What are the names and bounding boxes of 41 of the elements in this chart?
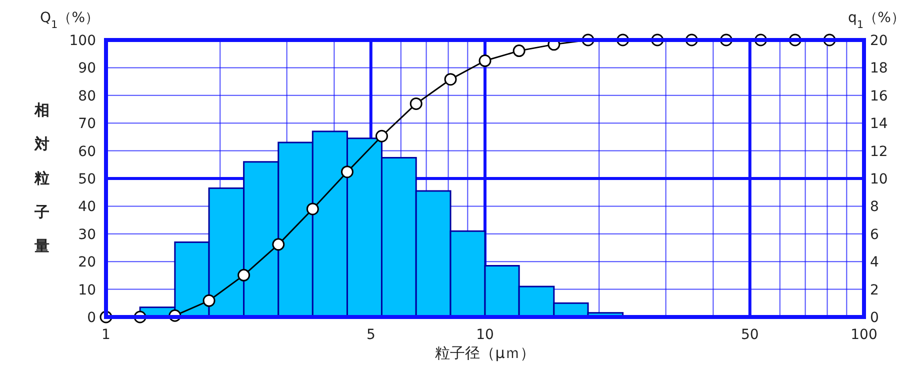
y2-tick-label: 8 — [870, 199, 879, 216]
y2-tick-label: 6 — [870, 226, 879, 243]
y-tick-label: 100 — [69, 33, 96, 49]
x-tick-label: 10 — [476, 327, 494, 343]
y2-tick-label: 18 — [870, 60, 888, 77]
x-tick-label: 1 — [102, 327, 110, 343]
y2-tick-label: 20 — [870, 33, 888, 49]
y-tick-label: 50 — [78, 172, 96, 188]
point — [306, 202, 319, 216]
x-tick-label: 50 — [740, 327, 759, 343]
y-tick-label: 60 — [78, 144, 96, 160]
y2-tick-label: 0 — [870, 310, 879, 326]
point — [340, 166, 354, 178]
y-tick-label: 70 — [78, 116, 96, 132]
point — [238, 268, 250, 282]
point — [272, 238, 285, 251]
x-tick-label: 5 — [366, 327, 376, 343]
point — [478, 54, 492, 68]
ylabel: 相対粒子量 — [34, 101, 50, 255]
x-tick-label: 100 — [850, 327, 878, 343]
point — [375, 130, 388, 142]
text: Q$_{1}$（%） — [40, 10, 100, 31]
point — [444, 73, 457, 86]
x-axis-title: 粒子径（μｍ） — [435, 344, 535, 362]
y2-tick-label: 12 — [870, 144, 888, 160]
y2-tick-label: 2 — [870, 282, 879, 298]
y-tick-label: 0 — [87, 310, 96, 326]
y-tick-label: 40 — [78, 199, 96, 216]
point — [410, 97, 422, 110]
y2-tick-label: 10 — [870, 172, 888, 188]
y2-axis-title: q$_{1}$（%） — [848, 10, 898, 31]
point — [202, 294, 216, 307]
y-tick-label: 90 — [78, 60, 96, 77]
point — [512, 44, 526, 58]
y-tick-label: 30 — [78, 226, 96, 243]
y-tick-label: 80 — [78, 88, 96, 104]
y-tick-label: 10 — [78, 282, 96, 298]
y2-tick-label: 4 — [870, 254, 879, 271]
y2-tick-label: 14 — [870, 116, 888, 132]
y-tick-label: 20 — [78, 254, 96, 271]
y2-tick-label: 16 — [870, 88, 888, 104]
